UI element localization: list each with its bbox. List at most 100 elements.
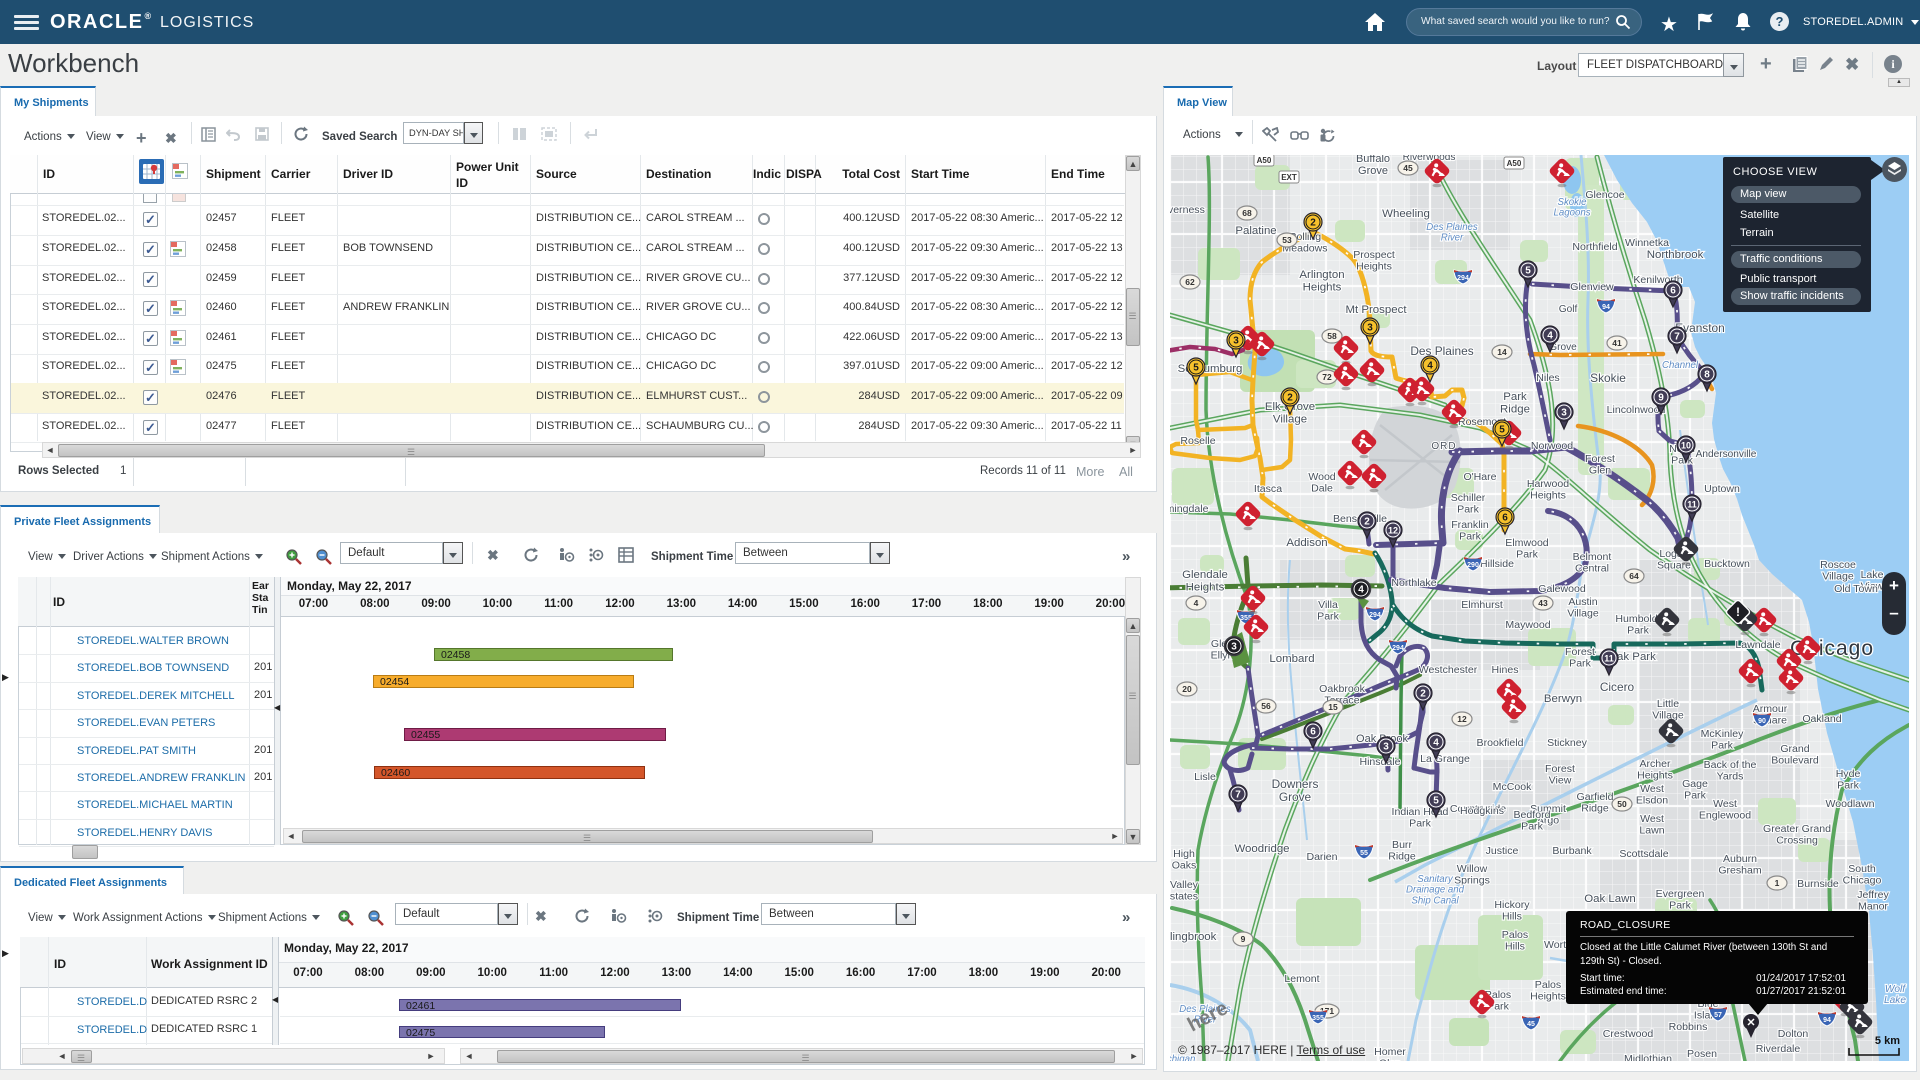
svg-text:Grove: Grove <box>1549 342 1577 353</box>
svg-text:Palos: Palos <box>1502 929 1528 941</box>
svg-text:Brookfield: Brookfield <box>1477 737 1524 749</box>
svg-text:Back of the: Back of the <box>1704 759 1757 771</box>
svg-text:Elmhurst: Elmhurst <box>1461 599 1503 611</box>
svg-text:Grove: Grove <box>1279 790 1312 804</box>
svg-text:94: 94 <box>1823 1017 1831 1024</box>
svg-text:62: 62 <box>1185 277 1195 287</box>
svg-text:Heights: Heights <box>1303 281 1342 293</box>
svg-text:Armour: Armour <box>1753 703 1788 715</box>
svg-text:Glencoe: Glencoe <box>1585 189 1624 201</box>
svg-text:Channel: Channel <box>1662 360 1699 371</box>
svg-text:Hills: Hills <box>1505 941 1525 953</box>
svg-text:Park: Park <box>1457 504 1479 516</box>
svg-text:Midlothian: Midlothian <box>1624 1053 1672 1061</box>
svg-text:10: 10 <box>1681 441 1691 451</box>
svg-text:2: 2 <box>1420 689 1426 700</box>
svg-text:Lawn: Lawn <box>1639 825 1664 837</box>
svg-text:Gresham: Gresham <box>1718 865 1762 877</box>
svg-text:Drainage and: Drainage and <box>1406 885 1465 896</box>
svg-text:3: 3 <box>1561 408 1567 419</box>
svg-text:Palos: Palos <box>1535 979 1561 991</box>
svg-text:4: 4 <box>1194 598 1199 608</box>
svg-text:Oak Park: Oak Park <box>1608 651 1656 663</box>
svg-text:states: states <box>1170 891 1198 903</box>
svg-text:55: 55 <box>1360 850 1368 857</box>
svg-text:Buffalo: Buffalo <box>1356 155 1390 165</box>
svg-text:Cicero: Cicero <box>1600 680 1635 694</box>
svg-text:2: 2 <box>1287 393 1293 404</box>
svg-text:5: 5 <box>1193 363 1199 374</box>
svg-text:12: 12 <box>1457 714 1467 724</box>
svg-text:Bucktown: Bucktown <box>1704 558 1750 570</box>
svg-text:Elmwood: Elmwood <box>1505 537 1549 549</box>
svg-text:Heights: Heights <box>1637 770 1673 782</box>
svg-text:Ship Canal: Ship Canal <box>1411 895 1459 906</box>
svg-text:Des Plaines: Des Plaines <box>1410 344 1473 358</box>
svg-text:Homer: Homer <box>1374 1046 1406 1058</box>
svg-text:Worth: Worth <box>1544 939 1572 951</box>
svg-text:11: 11 <box>1604 654 1614 664</box>
svg-text:Itasca: Itasca <box>1254 483 1282 495</box>
svg-text:64: 64 <box>1629 571 1639 581</box>
svg-text:Lake: Lake <box>1861 569 1884 581</box>
svg-text:Hinsdale: Hinsdale <box>1359 756 1400 768</box>
svg-text:Bedford: Bedford <box>1514 809 1551 821</box>
svg-text:294: 294 <box>1392 645 1404 652</box>
svg-text:6: 6 <box>1502 513 1508 524</box>
svg-text:Park: Park <box>1684 790 1706 802</box>
svg-text:Dale: Dale <box>1311 483 1333 495</box>
svg-text:Village: Village <box>1822 571 1854 583</box>
svg-text:4: 4 <box>1427 361 1433 372</box>
svg-text:Park: Park <box>1837 780 1859 792</box>
svg-text:West: West <box>1640 783 1664 795</box>
svg-text:72: 72 <box>1322 372 1332 382</box>
svg-text:Yards: Yards <box>1717 771 1744 783</box>
svg-text:Lisle: Lisle <box>1194 771 1216 783</box>
svg-text:1: 1 <box>1775 878 1780 888</box>
svg-text:Lawndale: Lawndale <box>1735 639 1780 651</box>
svg-text:45: 45 <box>1527 1021 1535 1028</box>
svg-text:Skokie: Skokie <box>1590 371 1626 385</box>
svg-text:Addison: Addison <box>1286 537 1327 549</box>
svg-text:Village: Village <box>1273 413 1307 425</box>
svg-text:2: 2 <box>1364 517 1370 528</box>
svg-text:Andersonville: Andersonville <box>1696 449 1757 460</box>
svg-text:Downers: Downers <box>1272 777 1319 791</box>
svg-text:Glenview: Glenview <box>1570 281 1614 293</box>
svg-text:Sanitary: Sanitary <box>1417 874 1454 885</box>
svg-text:Lemont: Lemont <box>1284 973 1319 985</box>
svg-text:Ridge: Ridge <box>1500 403 1530 415</box>
svg-text:56: 56 <box>1261 701 1271 711</box>
svg-text:Woodridge: Woodridge <box>1234 843 1289 855</box>
svg-text:Wood: Wood <box>1308 471 1335 483</box>
svg-text:Wheeling: Wheeling <box>1382 208 1430 220</box>
svg-text:A50: A50 <box>1257 156 1272 165</box>
svg-text:5: 5 <box>1433 796 1439 807</box>
svg-text:Boulevard: Boulevard <box>1771 755 1819 767</box>
svg-text:Michigan: Michigan <box>1170 1054 1195 1061</box>
svg-text:Park: Park <box>1317 611 1339 623</box>
svg-text:Glen: Glen <box>1379 1058 1401 1061</box>
svg-text:Willow: Willow <box>1457 863 1488 875</box>
svg-text:53: 53 <box>1282 235 1292 245</box>
svg-text:355: 355 <box>1240 615 1252 622</box>
svg-text:View: View <box>1861 581 1884 593</box>
svg-text:Little: Little <box>1657 698 1679 710</box>
svg-text:Oakbrook: Oakbrook <box>1319 683 1365 695</box>
svg-text:Old Town: Old Town <box>1834 583 1878 595</box>
svg-text:Gage: Gage <box>1682 778 1708 790</box>
svg-text:McCook: McCook <box>1493 781 1532 793</box>
svg-text:Garfield: Garfield <box>1577 791 1614 803</box>
svg-text:Valley: Valley <box>1170 879 1199 891</box>
svg-text:Springs: Springs <box>1454 875 1490 887</box>
svg-text:7: 7 <box>1674 332 1680 343</box>
svg-text:3: 3 <box>1383 742 1389 753</box>
svg-text:Park: Park <box>1409 818 1431 830</box>
svg-text:Northlake: Northlake <box>1391 577 1436 589</box>
svg-text:8: 8 <box>1704 370 1710 381</box>
svg-text:Belmont: Belmont <box>1573 551 1612 563</box>
svg-text:Park: Park <box>1521 821 1543 833</box>
svg-text:Ridge: Ridge <box>1581 803 1609 815</box>
svg-text:La Grange: La Grange <box>1420 753 1470 765</box>
svg-text:South: South <box>1848 863 1876 875</box>
